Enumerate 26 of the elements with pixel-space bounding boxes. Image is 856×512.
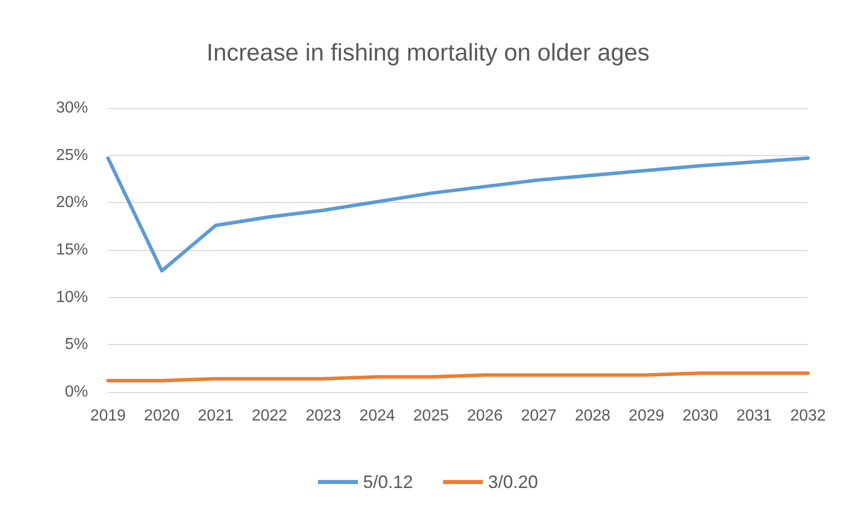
x-tick-label: 2023 [306, 408, 342, 424]
y-tick-label: 0% [64, 384, 88, 400]
legend-label: 3/0.20 [488, 472, 538, 492]
y-tick-label: 20% [56, 194, 88, 212]
line-series [106, 371, 810, 382]
x-tick-label: 2029 [628, 408, 664, 424]
x-tick-label: 2024 [359, 408, 396, 424]
x-tick-label: 2021 [198, 408, 234, 424]
y-tick-label: 15% [56, 242, 88, 258]
x-tick-label: 2030 [682, 408, 718, 424]
y-tick-label: 25% [56, 146, 88, 164]
legend-label: 5/0.12 [362, 472, 413, 492]
x-tick-label: 2026 [467, 408, 503, 424]
x-tick-label: 2031 [736, 408, 772, 424]
x-tick-label: 2032 [790, 408, 826, 424]
x-tick-label: 2022 [252, 408, 288, 424]
x-tick-label: 2028 [574, 408, 611, 424]
line-series [106, 156, 810, 273]
y-tick-label: 5% [64, 336, 88, 354]
chart-title: Increase in fishing mortality on older ages [206, 40, 650, 66]
x-tick-label: 2019 [90, 408, 126, 424]
x-tick-label: 2020 [144, 408, 180, 424]
y-tick-label: 30% [56, 100, 88, 116]
y-tick-label: 10% [56, 288, 88, 306]
x-tick-label: 2027 [520, 408, 557, 424]
x-tick-label: 2025 [413, 408, 449, 424]
